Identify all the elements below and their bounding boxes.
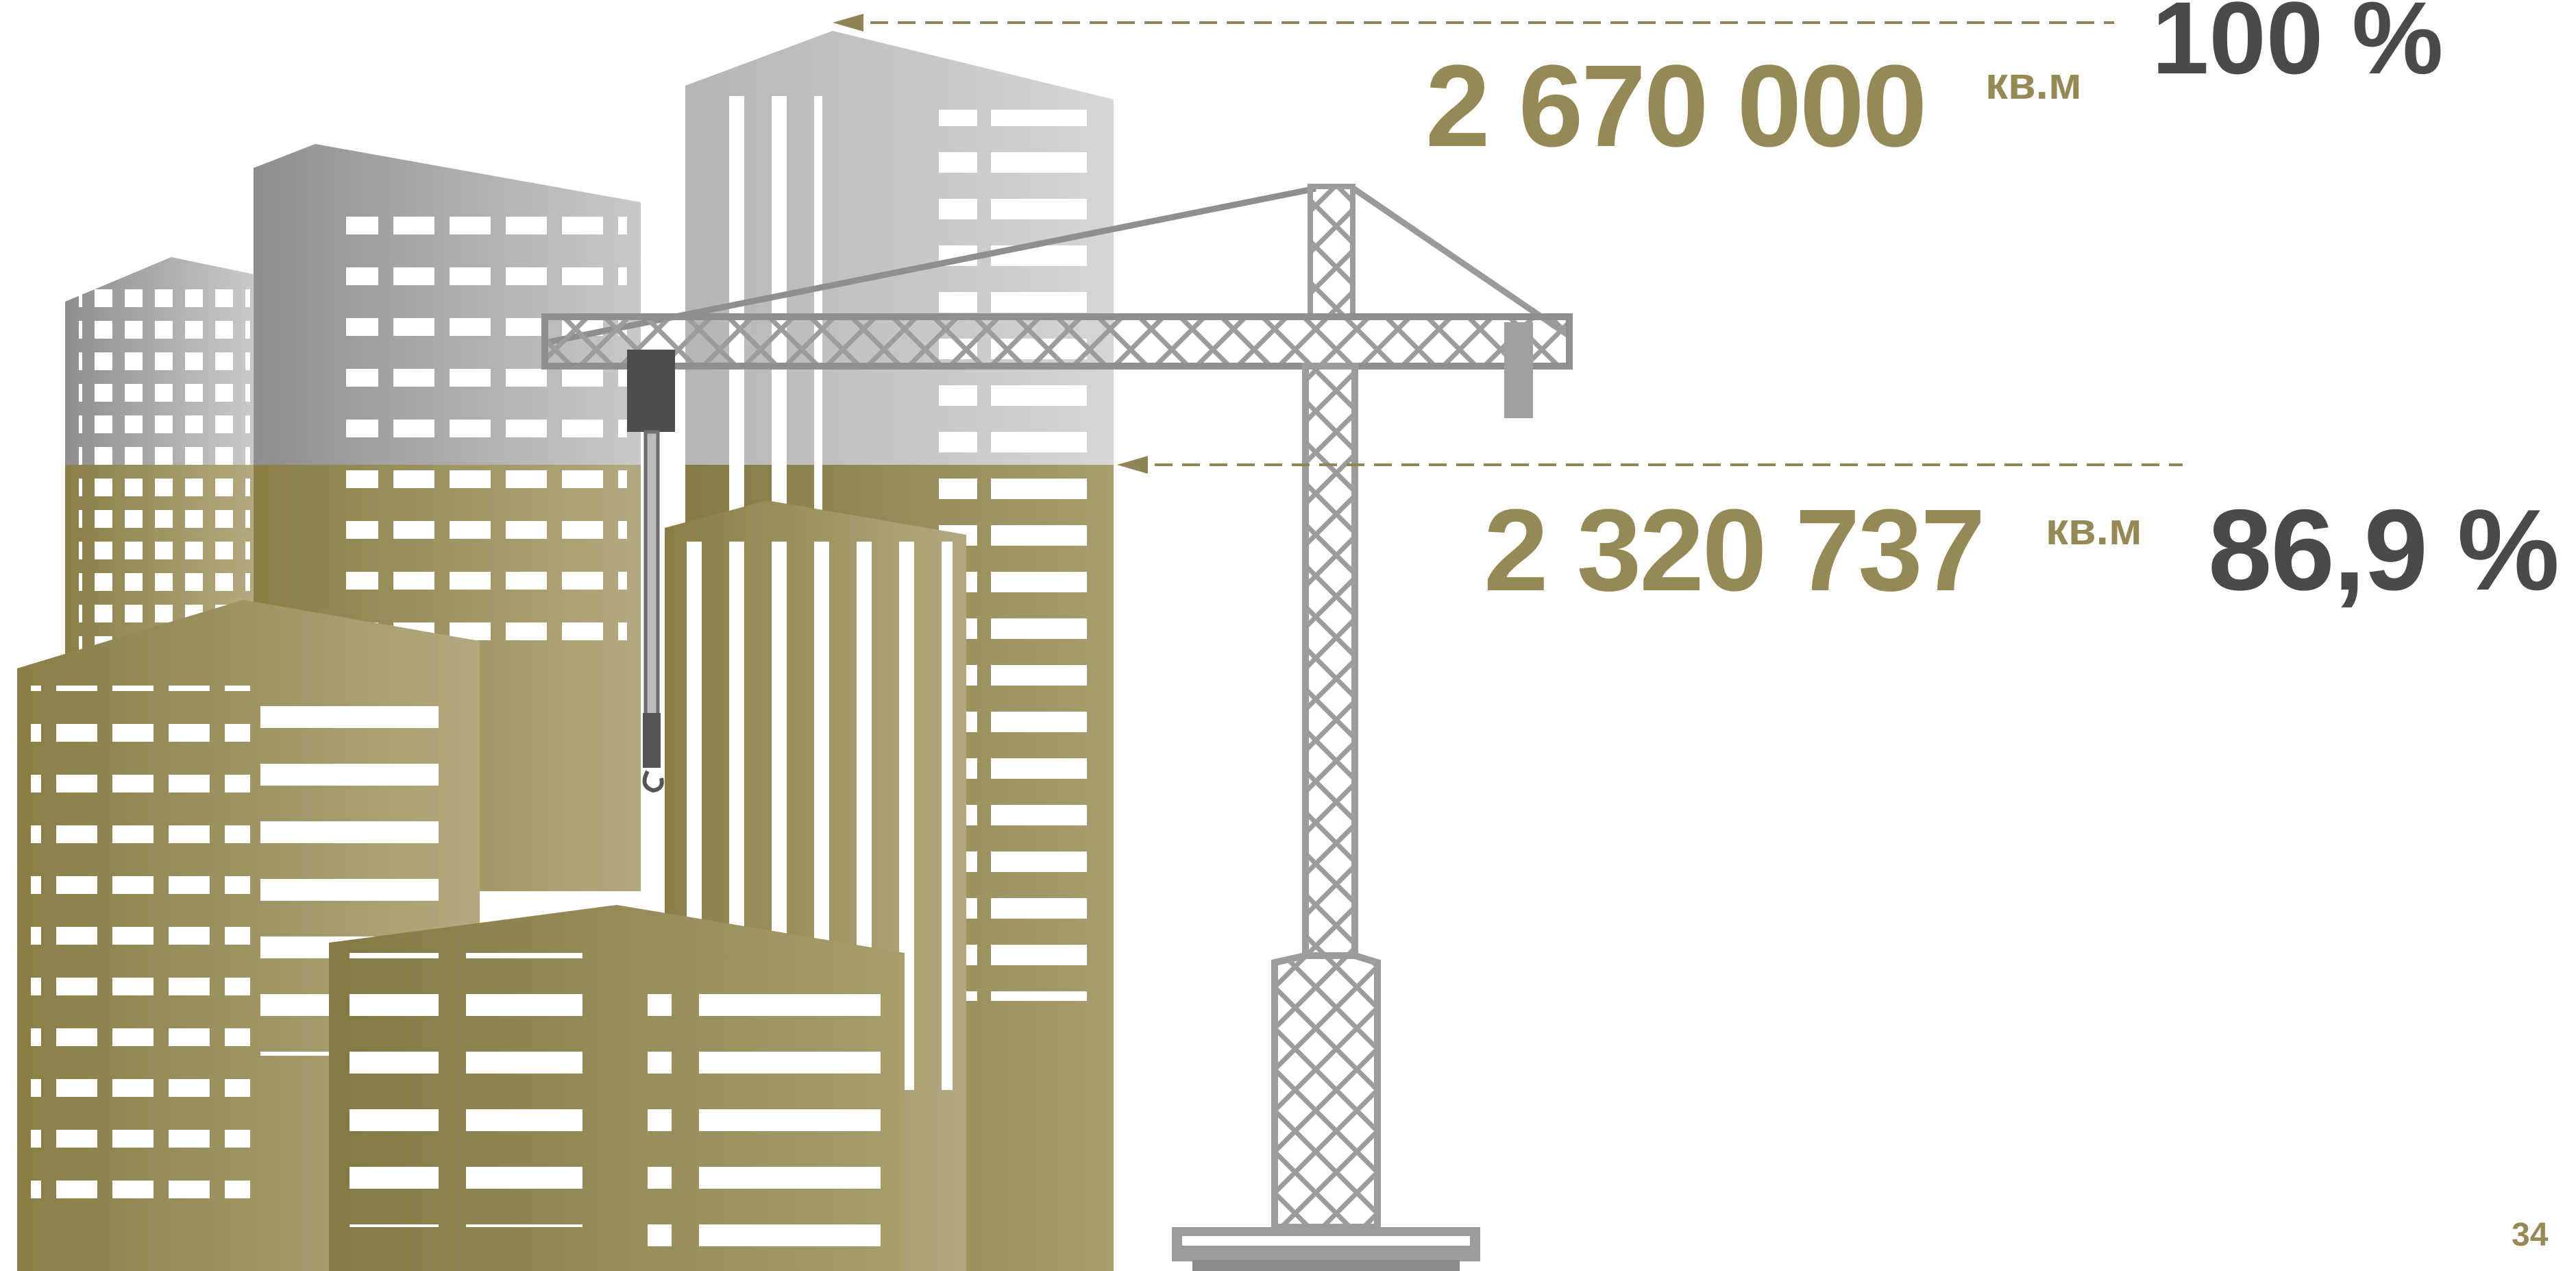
page-number: 34 bbox=[2512, 1217, 2549, 1253]
total-percent: 100 % bbox=[2152, 0, 2444, 95]
built-area-unit: кв.м bbox=[2046, 503, 2142, 554]
built-area-value: 2 320 737 bbox=[1484, 485, 1985, 616]
tower-crane bbox=[541, 184, 1573, 1271]
built-indicator-line bbox=[1117, 456, 2183, 474]
total-area-unit: кв.м bbox=[1985, 58, 2082, 108]
front-buildings bbox=[17, 500, 966, 1271]
built-percent: 86,9 % bbox=[2208, 485, 2560, 614]
total-indicator-line bbox=[833, 14, 2114, 32]
total-area-value: 2 670 000 bbox=[1425, 41, 1927, 171]
